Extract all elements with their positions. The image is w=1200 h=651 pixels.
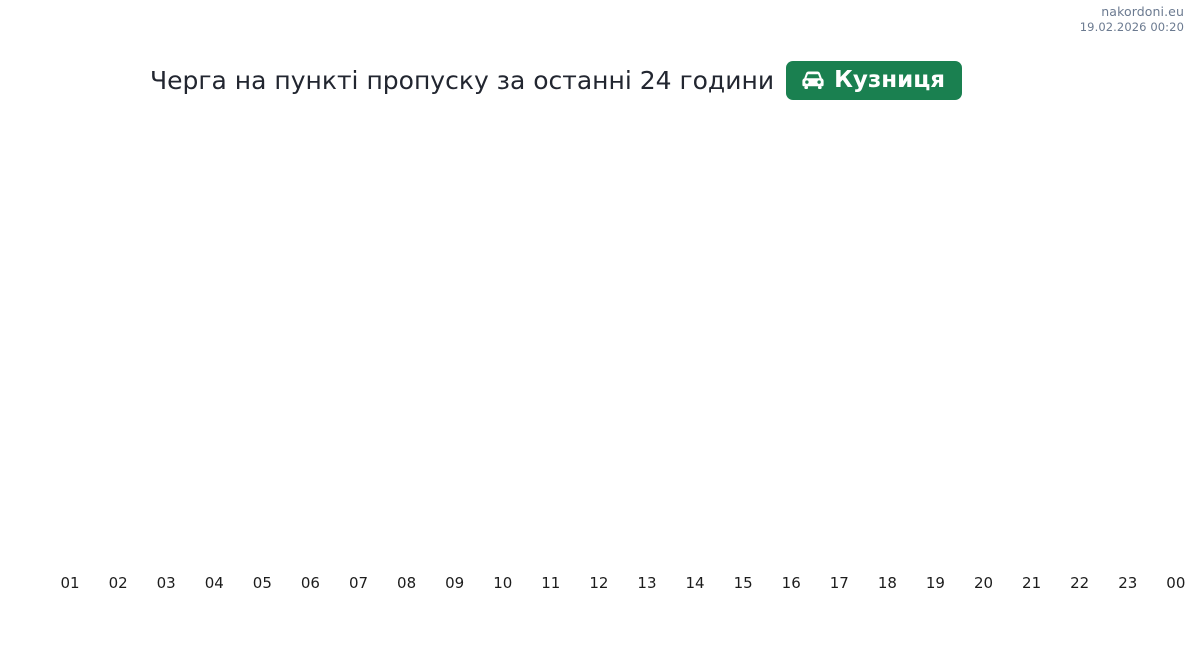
- page-title: Черга на пункті пропуску за останні 24 г…: [150, 66, 775, 95]
- chart-plot-area: [46, 112, 1154, 567]
- watermark: nakordoni.eu 19.02.2026 00:20: [1080, 4, 1184, 34]
- x-axis-tick: 20: [973, 574, 994, 592]
- x-axis-tick: 15: [733, 574, 753, 592]
- x-axis-tick: 11: [541, 574, 561, 592]
- x-axis-tick: 07: [348, 574, 369, 592]
- x-axis-tick: 10: [493, 574, 513, 592]
- x-axis-tick: 16: [781, 574, 801, 592]
- x-axis-tick: 05: [252, 574, 272, 592]
- car-icon: [800, 69, 826, 91]
- x-axis-tick: 00: [1166, 574, 1186, 592]
- x-axis-tick: 21: [1022, 574, 1042, 592]
- x-axis-tick: 09: [445, 574, 465, 592]
- x-axis-tick: 03: [156, 574, 176, 592]
- x-axis-tick: 14: [685, 574, 705, 592]
- x-axis-tick: 01: [60, 574, 80, 592]
- chart-header: Черга на пункті пропуску за останні 24 г…: [150, 61, 963, 100]
- x-axis-tick: 12: [589, 574, 609, 592]
- border-point-badge[interactable]: Кузниця: [786, 61, 963, 100]
- x-axis-tick: 22: [1070, 574, 1090, 592]
- watermark-timestamp: 19.02.2026 00:20: [1079, 19, 1184, 34]
- x-axis-tick: 23: [1118, 574, 1138, 592]
- border-point-label: Кузниця: [834, 66, 946, 93]
- x-axis-tick: 04: [204, 574, 224, 592]
- x-axis-tick: 06: [300, 574, 320, 592]
- x-axis-tick: 17: [829, 574, 849, 592]
- x-axis-tick: 02: [108, 574, 128, 592]
- x-axis-tick: 08: [397, 574, 417, 592]
- watermark-site: nakordoni.eu: [1101, 4, 1184, 19]
- x-axis-tick: 13: [637, 574, 657, 592]
- x-axis-labels: 01 02 03 04 05 06 07 08 09 10 11 12 13 14 15 16 17 18 19 20…: [46, 570, 1200, 596]
- x-axis-tick: 19: [925, 574, 945, 592]
- x-axis-tick: 18: [877, 574, 897, 592]
